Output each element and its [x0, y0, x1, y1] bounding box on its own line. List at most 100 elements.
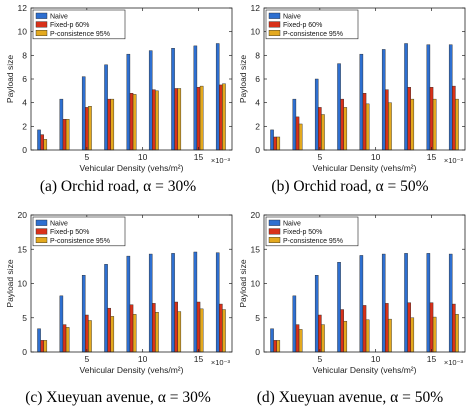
- x-axis-label: Vehicular Density (vehs/m²): [80, 163, 184, 173]
- bar-pcons-5: [388, 102, 392, 151]
- x-axis-label: Vehicular Density (vehs/m²): [313, 163, 417, 173]
- bar-fixed-4: [362, 92, 367, 151]
- y-tick-label: 0: [255, 347, 260, 357]
- y-tick-label: 12: [251, 3, 261, 13]
- bar-fixed-0: [273, 136, 277, 151]
- bar-pcons-0: [276, 340, 281, 353]
- bar-pcons-1: [298, 329, 303, 353]
- bar-pcons-8: [455, 98, 459, 151]
- bar-fixed-2: [318, 107, 322, 151]
- bar-pcons-7: [432, 316, 437, 353]
- bar-fixed-7: [429, 302, 434, 353]
- y-tick-label: 10: [251, 279, 261, 289]
- bar-fixed-8: [452, 85, 456, 151]
- bar-naive-5: [148, 50, 153, 151]
- bar-naive-2: [81, 275, 86, 353]
- legend-swatch: [268, 236, 281, 243]
- bar-naive-1: [59, 98, 64, 151]
- y-tick-label: 2: [255, 121, 260, 131]
- x-tick-label: 15: [427, 152, 437, 162]
- legend-swatch: [35, 228, 48, 235]
- panel-d: 0 5 10 15 20 5 10 15 ×10⁻³ Vehicular Density (veh…: [238, 210, 466, 406]
- bar-fixed-3: [340, 309, 344, 353]
- x-axis-exponent: ×10⁻³: [211, 358, 231, 367]
- y-tick-label: 8: [22, 50, 27, 60]
- bar-naive-7: [193, 45, 198, 151]
- x-tick-label: 10: [138, 354, 148, 364]
- bar-naive-4: [359, 255, 364, 353]
- y-tick-label: 20: [251, 210, 261, 220]
- bar-naive-1: [59, 295, 64, 353]
- x-tick-label: 5: [317, 354, 322, 364]
- bar-pcons-6: [177, 88, 182, 151]
- bar-pcons-2: [88, 320, 92, 353]
- bar-pcons-3: [343, 107, 348, 151]
- y-tick-label: 4: [22, 98, 27, 108]
- bar-pcons-3: [343, 320, 348, 353]
- bar-naive-5: [381, 49, 386, 151]
- x-tick-label: 5: [317, 152, 322, 162]
- bar-pcons-3: [110, 316, 115, 353]
- bar-fixed-3: [107, 307, 111, 353]
- bar-fixed-2: [85, 107, 89, 151]
- x-axis-label: Vehicular Density (vehs/m²): [313, 365, 417, 375]
- legend-entry: Naive: [50, 221, 68, 228]
- bar-naive-2: [314, 275, 319, 353]
- bar-pcons-8: [455, 314, 459, 353]
- y-tick-label: 15: [18, 244, 28, 254]
- bar-fixed-6: [407, 302, 411, 353]
- y-tick-label: 10: [18, 27, 28, 37]
- y-tick-label: 5: [255, 313, 260, 323]
- bar-pcons-7: [199, 308, 204, 353]
- legend-swatch: [35, 219, 48, 226]
- bar-fixed-2: [318, 314, 322, 353]
- bar-fixed-5: [385, 303, 389, 353]
- bar-naive-6: [404, 43, 408, 151]
- bar-naive-3: [104, 64, 108, 151]
- bar-fixed-8: [219, 84, 223, 151]
- bar-fixed-6: [174, 88, 178, 151]
- bar-naive-6: [171, 48, 175, 151]
- y-tick-label: 0: [22, 347, 27, 357]
- x-tick-label: 10: [138, 152, 148, 162]
- bar-fixed-0: [40, 340, 44, 353]
- bar-pcons-2: [321, 324, 325, 353]
- bar-pcons-5: [388, 318, 392, 353]
- bar-fixed-5: [152, 303, 156, 353]
- bar-fixed-1: [295, 324, 300, 353]
- y-tick-label: 0: [22, 145, 27, 155]
- bar-pcons-8: [222, 83, 226, 151]
- legend-swatch: [268, 12, 281, 19]
- legend-swatch: [35, 21, 48, 28]
- legend-swatch: [268, 219, 281, 226]
- bar-pcons-5: [155, 312, 159, 353]
- bar-naive-3: [337, 262, 341, 353]
- bar-fixed-7: [196, 301, 201, 353]
- x-axis-exponent: ×10⁻³: [444, 156, 464, 165]
- bar-naive-7: [426, 253, 431, 353]
- bar-fixed-0: [273, 340, 277, 353]
- legend-box: [32, 9, 126, 40]
- bar-pcons-6: [410, 98, 415, 151]
- y-axis-label: Payload size: [238, 55, 248, 103]
- legend-entry: P-consistence 95%: [283, 238, 343, 245]
- bar-fixed-7: [196, 87, 201, 151]
- bar-pcons-4: [132, 94, 137, 151]
- x-axis-label: Vehicular Density (vehs/m²): [80, 365, 184, 375]
- bar-naive-8: [448, 44, 453, 151]
- legend-entry: Fixed-p 50%: [50, 229, 89, 236]
- bar-naive-0: [37, 129, 41, 151]
- panel-b: 0 2 4 6 8 10 12 5 10 15 ×10⁻³ Vehicular Density (ve…: [238, 3, 466, 195]
- y-tick-label: 6: [255, 74, 260, 84]
- y-tick-label: 10: [251, 27, 261, 37]
- y-tick-label: 2: [22, 121, 27, 131]
- panel-caption: (b) Orchid road, α = 50%: [271, 178, 428, 195]
- bar-fixed-5: [385, 89, 389, 151]
- x-tick-label: 15: [427, 354, 437, 364]
- bar-fixed-4: [129, 304, 134, 353]
- bar-pcons-0: [43, 340, 48, 353]
- bar-pcons-7: [432, 98, 437, 151]
- legend-box: [32, 216, 126, 247]
- bar-naive-8: [448, 253, 453, 353]
